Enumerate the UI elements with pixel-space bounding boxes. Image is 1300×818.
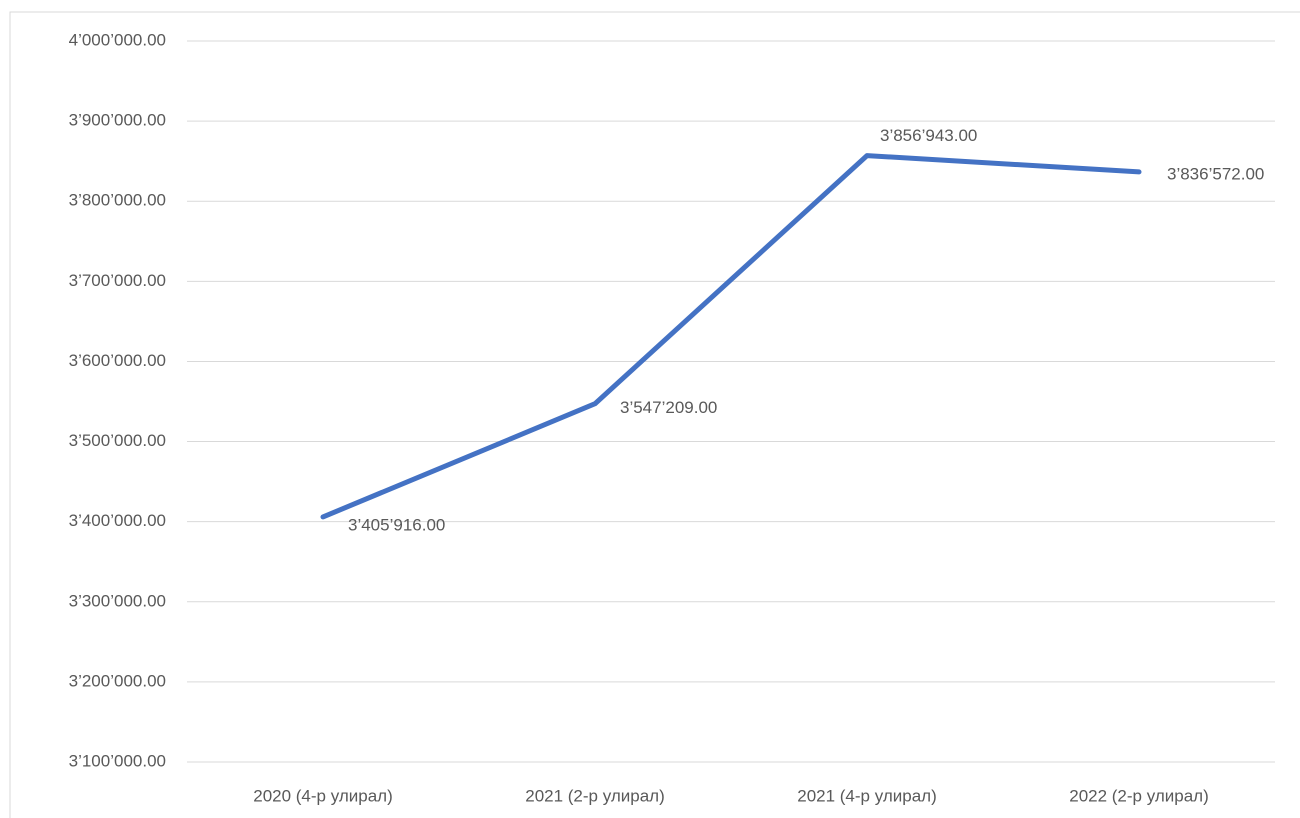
y-tick-label: 3’100’000.00 — [69, 751, 166, 770]
y-tick-label: 3’800’000.00 — [69, 191, 166, 210]
data-label: 3’836’572.00 — [1167, 164, 1264, 183]
y-tick-label: 3’700’000.00 — [69, 271, 166, 290]
data-label: 3’856’943.00 — [880, 126, 977, 145]
x-tick-label: 2022 (2-р улирал) — [1069, 786, 1209, 805]
y-tick-label: 3’400’000.00 — [69, 511, 166, 530]
chart-border — [9, 11, 1300, 818]
line-series — [320, 153, 1142, 520]
y-tick-label: 3’900’000.00 — [69, 111, 166, 130]
y-tick-label: 3’500’000.00 — [69, 431, 166, 450]
y-tick-label: 4’000’000.00 — [69, 30, 166, 49]
y-tick-label: 3’600’000.00 — [69, 351, 166, 370]
x-tick-label: 2021 (4-р улирал) — [797, 786, 937, 805]
y-tick-label: 3’300’000.00 — [69, 591, 166, 610]
y-tick-label: 3’200’000.00 — [69, 671, 166, 690]
data-label: 3’547’209.00 — [620, 398, 717, 417]
x-tick-label: 2021 (2-р улирал) — [525, 786, 665, 805]
data-label: 3’405’916.00 — [348, 515, 445, 534]
x-tick-label: 2020 (4-р улирал) — [253, 786, 393, 805]
